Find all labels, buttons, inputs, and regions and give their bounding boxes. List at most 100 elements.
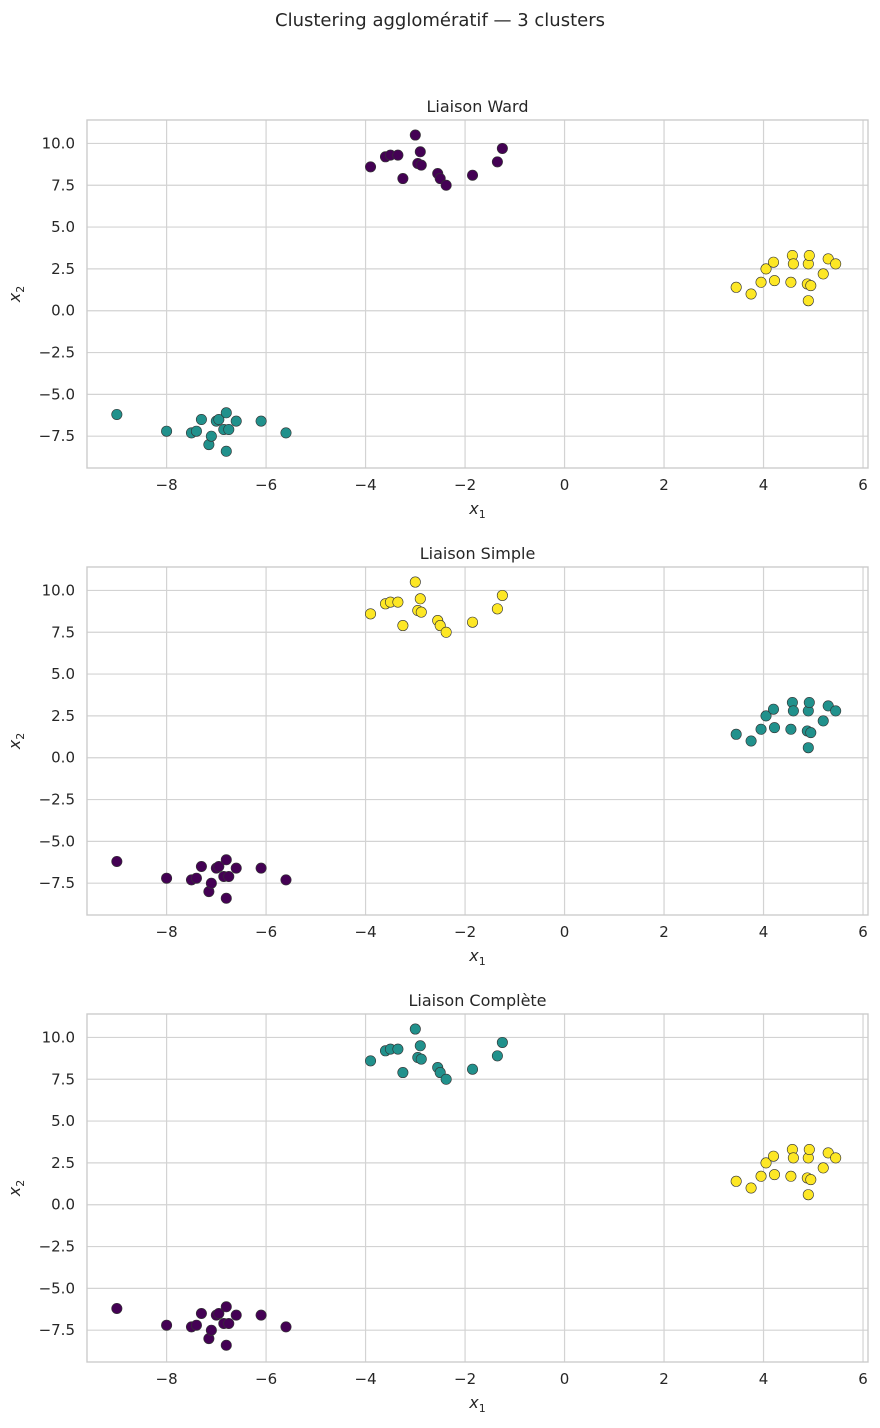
data-point: [230, 415, 242, 427]
data-point: [220, 445, 232, 457]
figure-title: Clustering agglomératif — 3 clusters: [275, 10, 605, 31]
data-point: [223, 871, 235, 883]
data-point: [745, 288, 757, 300]
x-tick-label: 0: [560, 476, 570, 494]
x-axis-label: x1: [468, 1393, 485, 1415]
y-tick-label: 10.0: [42, 581, 75, 599]
data-point: [745, 735, 757, 747]
x-axis-label: x1: [468, 946, 485, 968]
data-point: [190, 425, 202, 437]
data-point: [768, 275, 780, 287]
data-point: [255, 862, 267, 874]
data-point: [205, 430, 217, 442]
data-point: [755, 276, 767, 288]
x-tick-label: −8: [156, 476, 178, 494]
series-c1: [365, 1023, 508, 1085]
data-point: [755, 723, 767, 735]
data-point: [230, 862, 242, 874]
data-point: [220, 854, 232, 866]
data-point: [817, 715, 829, 727]
x-tick-label: 6: [858, 476, 868, 494]
data-point: [755, 1170, 767, 1182]
data-point: [817, 1162, 829, 1174]
data-point: [496, 589, 508, 601]
subplot-title: Liaison Complète: [408, 991, 546, 1010]
x-tick-label: −4: [355, 923, 377, 941]
y-tick-label: 0.0: [51, 1196, 75, 1214]
data-point: [190, 872, 202, 884]
data-point: [409, 1023, 421, 1035]
subplot-1: −8 −6 −4 −2 0 2 4 6 10.0 7.5 5.0 2.5 0.0 −2.5 −5.0 −7.5…: [5, 97, 869, 521]
data-point: [802, 295, 814, 307]
subplot-3: −8 −6 −4 −2 0 2 4 6 10.0 7.5 5.0 2.5 0.0 −2.5 −5.0 −7.5…: [5, 991, 869, 1415]
y-tick-label: 7.5: [51, 176, 75, 194]
y-tick-label: 2.5: [51, 707, 75, 725]
data-point: [397, 620, 409, 632]
data-point: [491, 1050, 503, 1062]
subplots: −8 −6 −4 −2 0 2 4 6 10.0 7.5 5.0 2.5 0.0 −2.5 −5.0 −7.5…: [5, 97, 869, 1415]
data-point: [760, 263, 772, 275]
data-point: [830, 1152, 842, 1164]
series-c0: [111, 854, 292, 904]
data-point: [440, 626, 452, 638]
x-tick-label: 4: [759, 923, 769, 941]
series-c2: [730, 1144, 842, 1201]
data-point: [802, 1189, 814, 1201]
data-point: [785, 276, 797, 288]
x-tick-label: −4: [355, 476, 377, 494]
data-point: [414, 1040, 426, 1052]
plot-area: [87, 120, 868, 468]
y-tick-label: −7.5: [39, 427, 75, 445]
data-point: [803, 250, 815, 262]
y-tick-label: −7.5: [39, 874, 75, 892]
x-tick-label: 4: [759, 476, 769, 494]
data-point: [768, 722, 780, 734]
y-tick-label: 5.0: [51, 665, 75, 683]
data-point: [255, 415, 267, 427]
data-point: [190, 1319, 202, 1331]
data-point: [803, 1144, 815, 1156]
y-tick-label: −5.0: [39, 1279, 75, 1297]
data-point: [787, 258, 799, 270]
data-point: [220, 1301, 232, 1313]
x-tick-label: 0: [560, 923, 570, 941]
data-point: [161, 425, 173, 437]
y-tick-label: 7.5: [51, 1070, 75, 1088]
data-point: [409, 576, 421, 588]
data-point: [817, 268, 829, 280]
x-tick-label: 2: [659, 923, 669, 941]
y-tick-label: −7.5: [39, 1321, 75, 1339]
data-point: [280, 1321, 292, 1333]
data-point: [760, 1157, 772, 1169]
y-axis-label: x2: [5, 733, 27, 750]
data-point: [415, 1053, 427, 1065]
data-point: [409, 129, 421, 141]
data-point: [223, 424, 235, 436]
x-tick-label: 2: [659, 1370, 669, 1388]
data-point: [830, 705, 842, 717]
data-point: [220, 1339, 232, 1351]
data-point: [161, 872, 173, 884]
x-tick-label: 6: [858, 1370, 868, 1388]
x-tick-label: −2: [454, 476, 476, 494]
data-point: [768, 1169, 780, 1181]
data-point: [730, 1175, 742, 1187]
y-tick-label: 2.5: [51, 1154, 75, 1172]
y-tick-label: −5.0: [39, 832, 75, 850]
data-point: [397, 1067, 409, 1079]
data-point: [392, 149, 404, 161]
x-tick-label: −4: [355, 1370, 377, 1388]
data-point: [440, 1073, 452, 1085]
data-point: [805, 727, 817, 739]
series-c1: [111, 407, 292, 457]
y-tick-label: 0.0: [51, 749, 75, 767]
plot-area: [87, 1014, 868, 1362]
y-axis-label: x2: [5, 1180, 27, 1197]
data-point: [787, 705, 799, 717]
data-point: [467, 616, 479, 628]
data-point: [760, 710, 772, 722]
data-point: [195, 860, 207, 872]
data-point: [213, 413, 225, 425]
data-point: [213, 860, 225, 872]
data-point: [392, 596, 404, 608]
